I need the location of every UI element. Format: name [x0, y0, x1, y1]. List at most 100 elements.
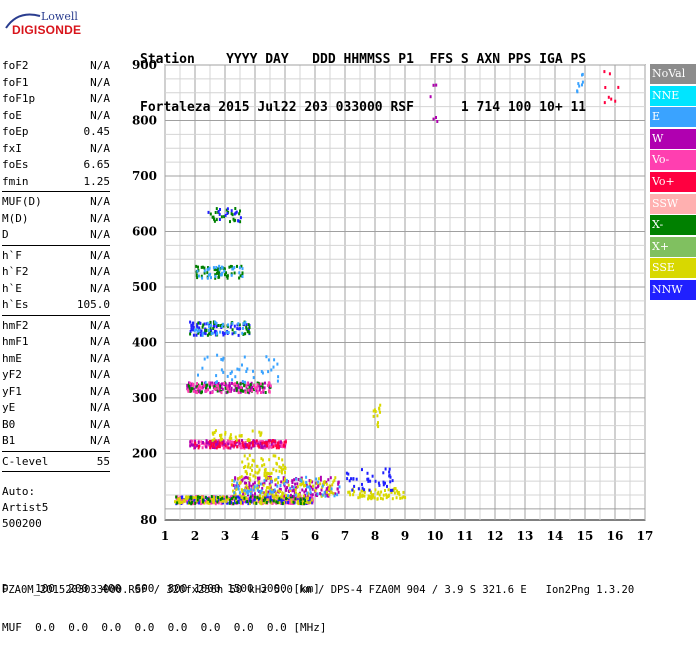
echo-point [200, 274, 203, 278]
echo-point [603, 70, 606, 74]
echo-point [260, 497, 263, 501]
echo-point [244, 332, 247, 336]
echo-point [221, 499, 224, 503]
echo-point [345, 471, 348, 475]
echo-point [278, 501, 281, 505]
echo-point [258, 388, 261, 392]
echo-point [212, 325, 215, 329]
echo-point [296, 482, 299, 486]
echo-point [217, 273, 220, 277]
echo-point [363, 490, 366, 494]
echo-point [216, 331, 218, 335]
echo-point [197, 385, 200, 389]
echo-point [308, 484, 311, 488]
echo-point [216, 384, 219, 388]
echo-point [203, 271, 206, 275]
echo-point [371, 474, 374, 478]
echo-point [222, 370, 225, 374]
echo-point [272, 490, 275, 494]
echo-point [175, 495, 178, 499]
echo-point [194, 496, 197, 499]
echo-point [276, 501, 279, 505]
echo-point [246, 489, 249, 493]
echo-point [347, 472, 350, 476]
echo-point [218, 218, 221, 221]
echo-point [243, 499, 246, 502]
echo-point [576, 90, 579, 94]
echo-point [262, 491, 265, 495]
param-value: N/A [90, 265, 110, 278]
legend-item: Vo+ [650, 171, 696, 192]
echo-point [258, 430, 261, 434]
echo-point [205, 441, 208, 445]
echo-point [317, 484, 320, 488]
echo-point [256, 484, 259, 488]
echo-point [295, 477, 298, 481]
echo-point [267, 490, 270, 494]
echo-point [267, 442, 270, 445]
echo-point [246, 457, 249, 461]
echo-point [219, 435, 222, 439]
echo-point [384, 481, 386, 485]
param-value: 0.45 [83, 125, 111, 138]
echo-point [285, 501, 288, 505]
echo-point [250, 446, 253, 450]
echo-point [240, 488, 243, 492]
echo-point [200, 497, 203, 500]
echo-point [226, 501, 229, 505]
echo-point [263, 444, 266, 448]
echo-point [229, 372, 232, 375]
echo-point [253, 495, 256, 499]
echo-point [429, 95, 432, 99]
x-tick-label: 6 [311, 529, 319, 543]
echo-point [246, 390, 249, 394]
echo-point [255, 389, 258, 393]
echo-point [180, 496, 183, 500]
echo-point [236, 501, 239, 505]
echo-point [307, 485, 310, 489]
echo-point [241, 363, 243, 367]
echo-point [193, 329, 196, 333]
echo-point [186, 501, 189, 505]
echo-point [291, 495, 293, 499]
echo-point [244, 492, 247, 496]
echo-point [237, 500, 240, 504]
echo-point [249, 383, 252, 387]
echo-point [272, 365, 275, 369]
echo-point [292, 488, 295, 492]
echo-point [283, 440, 286, 444]
echo-point [264, 476, 267, 480]
echo-point [200, 500, 203, 504]
echo-point [381, 497, 384, 501]
echo-point [269, 384, 272, 388]
echo-point [255, 439, 258, 443]
echo-point [260, 440, 263, 444]
echo-point [270, 488, 273, 492]
auto-program: Artist5 [2, 501, 49, 514]
echo-point [215, 495, 218, 499]
echo-point [227, 446, 230, 450]
echo-point [218, 268, 221, 272]
echo-point [233, 444, 236, 448]
echo-point [226, 390, 229, 394]
echo-point [232, 483, 235, 487]
param-row: foF2 N/A [2, 58, 110, 75]
echo-point [211, 383, 214, 387]
echo-point [196, 330, 199, 334]
echo-point [177, 497, 180, 501]
echo-point [207, 273, 210, 277]
echo-point [190, 495, 193, 499]
echo-point [227, 439, 230, 443]
echo-point [224, 213, 227, 217]
echo-point [353, 484, 356, 488]
echo-point [192, 321, 195, 325]
echo-point [213, 499, 216, 502]
echo-point [258, 468, 261, 472]
echo-point [361, 493, 364, 497]
echo-point [300, 476, 303, 480]
echo-point [261, 502, 264, 505]
echo-point [229, 446, 232, 450]
echo-point [243, 481, 246, 485]
echo-point [231, 332, 234, 336]
echo-point [222, 356, 225, 360]
